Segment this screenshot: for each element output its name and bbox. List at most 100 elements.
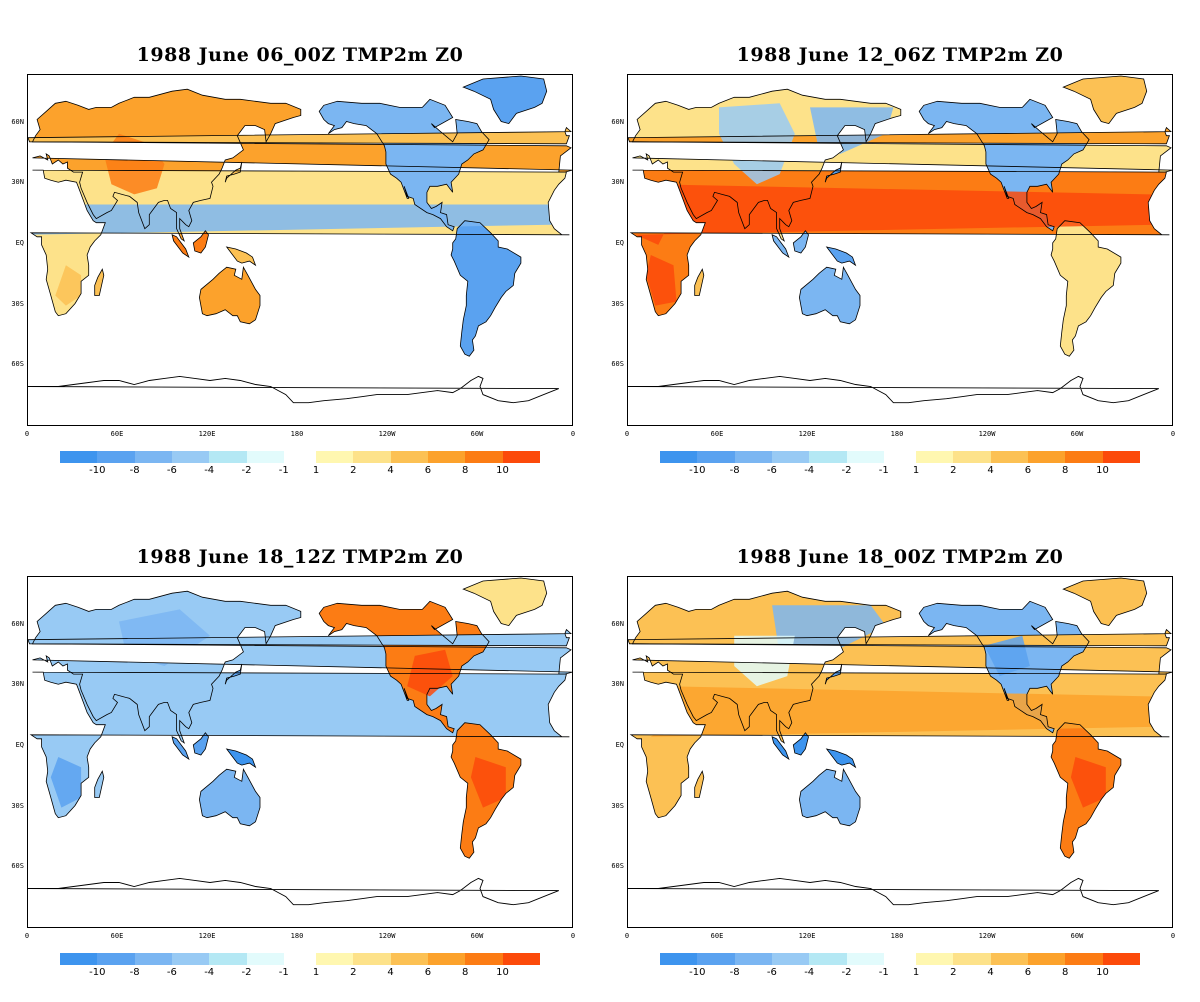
map-panel-4: 1988 June 18_00Z TMP2m Z0 60N 30N EQ 30S 60S 0… bbox=[600, 502, 1200, 1002]
colorbar-swatch bbox=[171, 451, 210, 463]
lon-tick-label: 0 bbox=[24, 430, 30, 438]
colorbar-swatch bbox=[465, 451, 503, 463]
colorbar-label: 10 bbox=[496, 465, 509, 476]
colorbar-label: -6 bbox=[766, 967, 777, 978]
colorbar-label: -2 bbox=[841, 967, 852, 978]
land-fill-madagascar bbox=[94, 269, 104, 296]
lon-tick-label: 60W bbox=[1070, 430, 1084, 438]
coastline-borneo bbox=[792, 732, 809, 756]
colorbar-swatch bbox=[465, 953, 503, 965]
anomaly-patch-2 bbox=[28, 204, 552, 235]
colorbar-swatch bbox=[502, 451, 541, 463]
colorbar-swatch bbox=[134, 953, 173, 965]
land-fill-greenland bbox=[463, 578, 547, 626]
land-fill-eurasia bbox=[32, 89, 572, 241]
colorbar-label: -1 bbox=[878, 465, 889, 476]
colorbar-swatch bbox=[171, 953, 210, 965]
coastline-greenland bbox=[1062, 75, 1148, 125]
coastline-africa bbox=[29, 169, 570, 317]
colorbar-warm bbox=[916, 953, 1141, 965]
lon-tick-label: 120W bbox=[978, 430, 996, 438]
colorbar-label: -1 bbox=[278, 967, 289, 978]
lat-tick-label: 30N bbox=[611, 178, 624, 187]
lon-tick-label: 120E bbox=[798, 430, 816, 438]
anomaly-patch-1 bbox=[772, 605, 886, 656]
temperature-anomaly-map bbox=[627, 74, 1173, 426]
lon-tick-label: 120W bbox=[978, 932, 996, 940]
colorbar-swatch bbox=[916, 451, 954, 463]
colorbar-label: 8 bbox=[1062, 967, 1069, 978]
land-fill-japan bbox=[225, 664, 242, 685]
colorbar-swatch bbox=[697, 953, 735, 965]
lon-tick-label: 120W bbox=[378, 430, 396, 438]
land-fill-newguinea bbox=[226, 247, 256, 266]
coastline-newguinea bbox=[225, 246, 257, 267]
colorbar-label: 1 bbox=[312, 465, 320, 476]
colorbar-label: 6 bbox=[1024, 967, 1032, 978]
land-fill-greenland bbox=[1063, 76, 1147, 124]
coastline-namerica bbox=[918, 98, 1090, 232]
colorbar-label: 6 bbox=[424, 465, 432, 476]
lat-tick-label: 30S bbox=[611, 299, 624, 308]
lon-tick-label: 60W bbox=[1070, 932, 1084, 940]
lat-tick-label: 60S bbox=[11, 862, 24, 871]
lon-tick-label: 60W bbox=[470, 932, 484, 940]
land-fill-namerica bbox=[919, 99, 1090, 231]
panel-title: 1988 June 06_00Z TMP2m Z0 bbox=[136, 44, 464, 66]
coastline-japan bbox=[224, 663, 243, 685]
colorbar-swatch bbox=[390, 451, 429, 463]
colorbar-warm bbox=[916, 451, 1141, 463]
colorbar-label: -10 bbox=[89, 465, 106, 476]
colorbar-swatch bbox=[697, 451, 735, 463]
colorbar-label: 4 bbox=[387, 465, 394, 476]
lon-tick-label: 0 bbox=[624, 932, 630, 940]
land-fill-sumatra bbox=[172, 736, 189, 760]
coastline-samerica bbox=[450, 220, 522, 357]
lat-tick-label: 60S bbox=[611, 862, 624, 871]
anomaly-patch-3 bbox=[650, 686, 1159, 737]
colorbar-cool bbox=[60, 451, 285, 463]
coastline-sumatra bbox=[771, 234, 790, 259]
lon-tick-label: 120W bbox=[378, 932, 396, 940]
colorbar-label: -4 bbox=[204, 465, 215, 476]
colorbar-label: -6 bbox=[766, 465, 777, 476]
lat-tick-label: 30N bbox=[11, 178, 24, 187]
lon-tick-label: 180 bbox=[290, 430, 304, 438]
lon-tick-label: 0 bbox=[1170, 932, 1176, 940]
colorbar-swatch bbox=[846, 451, 885, 463]
coastline-madagascar bbox=[694, 268, 705, 296]
land-fill-borneo bbox=[193, 230, 209, 253]
antarctica-coastline bbox=[628, 877, 1159, 906]
land-fill-australia bbox=[199, 267, 260, 324]
lon-tick-label: 180 bbox=[890, 430, 904, 438]
colorbar-swatch bbox=[1027, 953, 1066, 965]
land-fill-newguinea bbox=[826, 749, 856, 768]
colorbar-label: -1 bbox=[278, 465, 289, 476]
land-fill-namerica bbox=[319, 601, 490, 733]
land-fill-madagascar bbox=[694, 771, 704, 798]
colorbar-label: 2 bbox=[950, 465, 957, 476]
land-fill-australia bbox=[799, 267, 860, 324]
map-panel-1: 1988 June 06_00Z TMP2m Z0 60N 30N EQ 30S 60S 0… bbox=[0, 0, 600, 500]
colorbar-warm bbox=[316, 953, 541, 965]
lat-tick-label: 60S bbox=[11, 360, 24, 369]
colorbar-swatch bbox=[97, 953, 135, 965]
lat-tick-label: 60S bbox=[611, 360, 624, 369]
colorbar-label: 2 bbox=[950, 967, 957, 978]
colorbar-warm bbox=[316, 451, 541, 463]
colorbar-label: 2 bbox=[350, 967, 357, 978]
land-fill-newguinea bbox=[826, 247, 856, 266]
land-fill-australia bbox=[199, 769, 260, 826]
lon-tick-label: 180 bbox=[290, 932, 304, 940]
anomaly-patch-3 bbox=[55, 265, 82, 306]
coastline-japan bbox=[824, 663, 843, 685]
coastline-namerica bbox=[318, 600, 490, 734]
lat-tick-label: 30S bbox=[611, 801, 624, 810]
map-panel-3: 1988 June 18_12Z TMP2m Z0 60N 30N EQ 30S 60S 0… bbox=[0, 502, 600, 1002]
land-fill-greenland bbox=[1063, 578, 1147, 626]
coastline-madagascar bbox=[94, 268, 105, 296]
coastline-africa bbox=[29, 671, 570, 819]
antarctica-coastline bbox=[28, 375, 559, 404]
colorbar-swatch bbox=[246, 953, 285, 965]
colorbar-label: 10 bbox=[496, 967, 509, 978]
